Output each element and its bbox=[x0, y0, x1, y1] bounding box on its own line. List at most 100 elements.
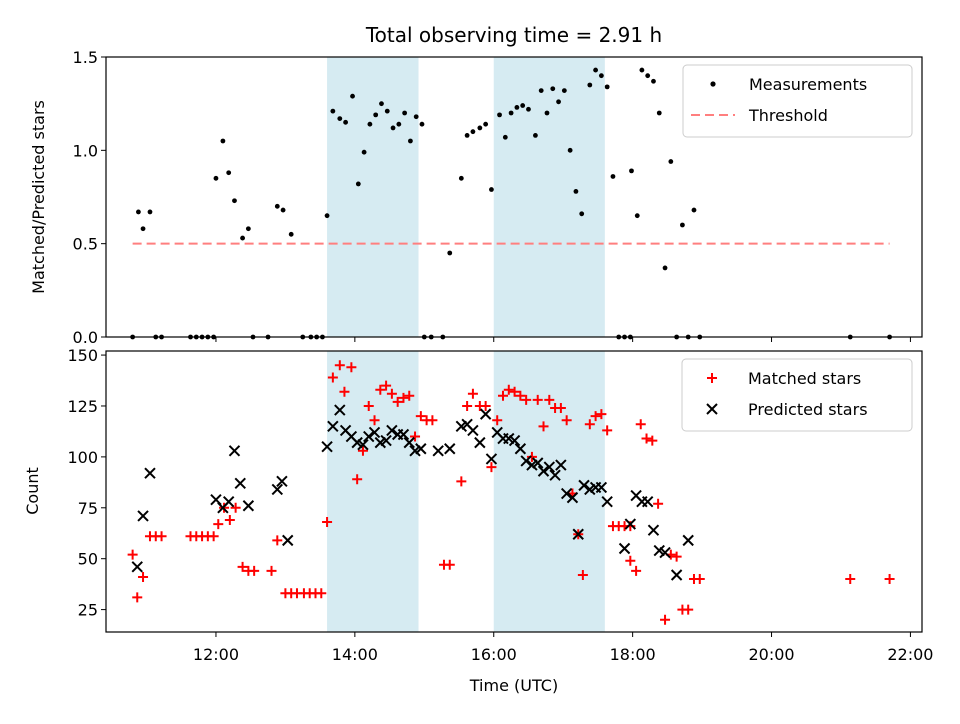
series-predicted-stars bbox=[131, 404, 694, 581]
measurement-point bbox=[538, 88, 544, 93]
matched-star-point bbox=[555, 403, 566, 414]
predicted-star-point bbox=[537, 465, 550, 477]
measurement-point bbox=[593, 67, 598, 73]
measurement-point bbox=[691, 207, 697, 213]
matched-star-point bbox=[602, 425, 613, 436]
shaded-interval-2 bbox=[493, 57, 605, 337]
matched-star-point bbox=[224, 515, 235, 526]
measurement-point bbox=[544, 110, 550, 116]
measurement-point bbox=[526, 106, 531, 112]
measurement-point bbox=[373, 112, 379, 118]
predicted-star-point bbox=[560, 487, 573, 500]
matched-star-point bbox=[334, 360, 345, 371]
measurement-point bbox=[390, 125, 396, 131]
predicted-star-point bbox=[543, 461, 556, 473]
matched-star-point bbox=[404, 390, 415, 401]
legend-box bbox=[681, 358, 913, 432]
matched-star-point bbox=[532, 394, 543, 405]
matched-star-point bbox=[492, 415, 503, 426]
matched-star-point bbox=[392, 396, 403, 407]
measurement-point bbox=[226, 170, 232, 176]
predicted-star-point bbox=[276, 475, 288, 488]
predicted-star-point bbox=[659, 546, 671, 559]
top-legend: Measurements Threshold bbox=[682, 64, 913, 138]
measurement-point bbox=[573, 189, 579, 194]
matched-star-point bbox=[503, 384, 514, 395]
measurement-point bbox=[458, 175, 464, 181]
legend-label: Matched stars bbox=[748, 369, 861, 388]
measurement-point bbox=[508, 110, 514, 116]
predicted-star-point bbox=[555, 459, 567, 471]
measurement-point bbox=[136, 209, 141, 215]
measurement-point bbox=[379, 101, 384, 107]
matched-star-point bbox=[498, 390, 509, 401]
measurement-point bbox=[634, 213, 640, 219]
series-matched-stars bbox=[127, 360, 895, 625]
matched-star-point bbox=[596, 409, 607, 420]
y-tick-label: 1.0 bbox=[73, 141, 98, 160]
matched-star-point bbox=[641, 433, 652, 444]
legend-marker-dot bbox=[710, 81, 716, 87]
top-axes-frame bbox=[105, 56, 923, 338]
measurement-point bbox=[350, 93, 355, 99]
legend-marker-x bbox=[706, 403, 718, 415]
matched-star-point bbox=[584, 419, 595, 430]
measurement-point bbox=[140, 226, 146, 232]
matched-star-point bbox=[213, 519, 224, 530]
measurement-point bbox=[447, 250, 453, 256]
predicted-star-point bbox=[682, 534, 694, 547]
measurement-point bbox=[668, 159, 674, 164]
matched-star-point bbox=[272, 535, 283, 546]
matched-star-point bbox=[515, 390, 526, 401]
top-series-group bbox=[130, 67, 892, 340]
measurement-point bbox=[561, 88, 567, 93]
predicted-star-point bbox=[321, 440, 333, 453]
matched-star-point bbox=[521, 394, 532, 405]
matched-star-point bbox=[369, 415, 380, 426]
y-tick-label: 100 bbox=[67, 448, 98, 467]
measurement-point bbox=[645, 73, 651, 79]
predicted-star-point bbox=[415, 443, 427, 455]
measurement-point bbox=[680, 222, 685, 228]
top-y-axis-label: Matched/Predicted stars bbox=[29, 100, 48, 294]
matched-star-point bbox=[683, 604, 694, 615]
measurement-point bbox=[520, 103, 526, 108]
measurement-point bbox=[384, 108, 390, 114]
predicted-star-point bbox=[479, 408, 492, 420]
matched-star-point bbox=[625, 555, 636, 566]
matched-star-point bbox=[561, 415, 572, 426]
predicted-star-point bbox=[444, 443, 456, 455]
y-tick-label: 150 bbox=[67, 346, 98, 365]
measurement-point bbox=[598, 73, 604, 79]
predicted-star-point bbox=[386, 424, 398, 437]
predicted-star-point bbox=[131, 561, 143, 573]
measurement-point bbox=[483, 121, 489, 127]
legend-label: Predicted stars bbox=[748, 400, 868, 419]
matched-star-point bbox=[316, 588, 327, 599]
measurement-point bbox=[367, 121, 373, 127]
matched-star-point bbox=[509, 386, 520, 397]
predicted-star-point bbox=[403, 436, 415, 449]
y-tick-label: 25 bbox=[78, 601, 98, 620]
legend-marker-plus bbox=[707, 373, 717, 383]
predicted-star-point bbox=[532, 457, 544, 469]
matched-star-point bbox=[138, 572, 149, 583]
x-tick-label: 12:00 bbox=[193, 645, 239, 664]
measurement-point bbox=[610, 174, 616, 179]
matched-star-point bbox=[132, 592, 143, 603]
y-tick-label: 125 bbox=[67, 397, 98, 416]
measurement-point bbox=[470, 129, 476, 135]
x-tick-label: 16:00 bbox=[471, 645, 517, 664]
predicted-star-point bbox=[485, 453, 498, 465]
measurement-point bbox=[604, 84, 610, 90]
matched-star-point bbox=[631, 565, 642, 576]
matched-star-point bbox=[660, 614, 671, 625]
legend-label: Measurements bbox=[749, 75, 867, 94]
matched-star-point bbox=[462, 400, 473, 411]
bottom-panel: 25 50 75 100 125 150 12:00 14:00 16:00 18:00 20:0… bbox=[23, 346, 933, 695]
matched-star-point bbox=[237, 561, 248, 572]
matched-star-point bbox=[467, 388, 478, 399]
measurement-point bbox=[502, 134, 508, 140]
predicted-star-point bbox=[242, 500, 255, 512]
measurement-point bbox=[413, 114, 419, 120]
